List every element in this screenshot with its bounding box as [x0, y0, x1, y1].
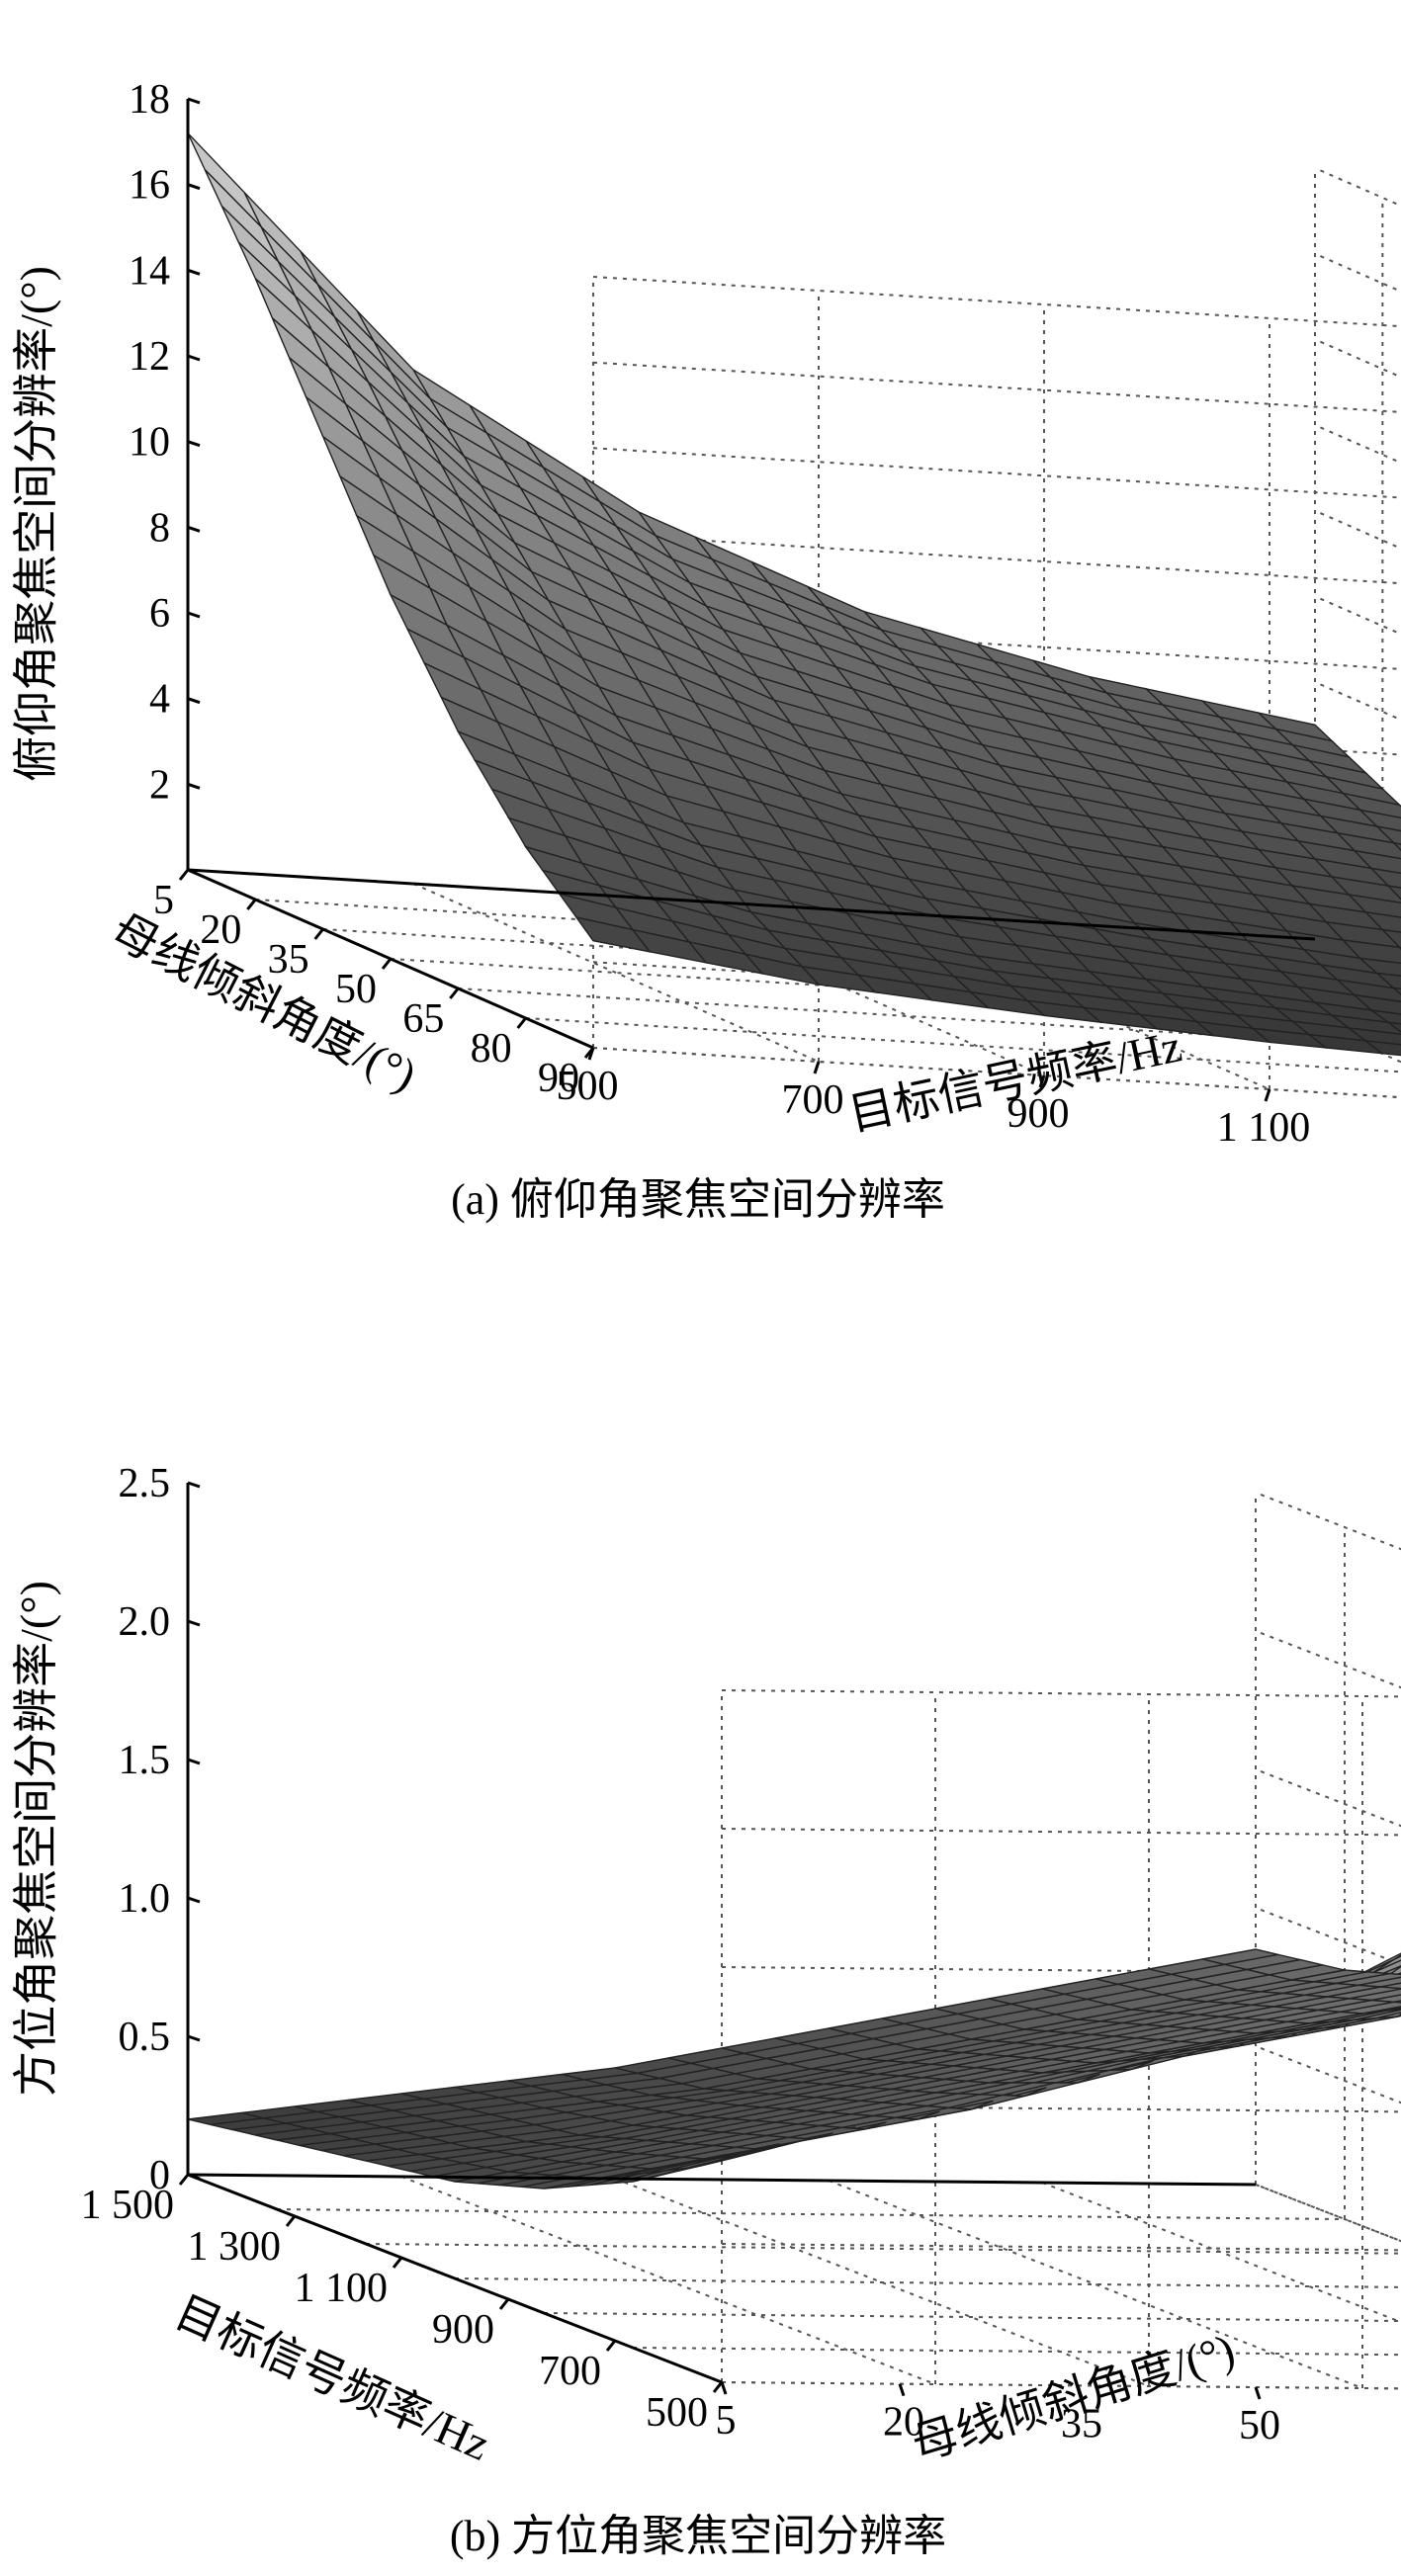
chart-b-freq-tick: 1 300	[188, 2224, 282, 2270]
chart-b-freq-tick: 700	[539, 2349, 601, 2394]
chart-b-angle-axis-label: 母线倾斜角度/(°)	[906, 2324, 1240, 2470]
chart-b-caption: (b) 方位角聚焦空间分辨率	[450, 2512, 946, 2560]
chart-b-freq-tick: 1 100	[295, 2266, 389, 2311]
chart-a-z-tick: 14	[129, 248, 170, 294]
chart-b-z-tick: 0.5	[119, 2015, 171, 2060]
chart-a-z-tick: 8	[149, 505, 170, 551]
chart-b: 2.5 2.0 1.5 1.0 0.5 0 1 500 1 300 1 100 900 700 50…	[11, 1461, 1401, 2560]
chart-b-freq-ticks: 1 500 1 300 1 100 900 700 500	[81, 2174, 724, 2436]
chart-a-z-tick: 12	[129, 334, 170, 380]
chart-a-z-tick: 2	[149, 762, 170, 808]
chart-b-grid	[187, 1492, 1401, 2390]
chart-b-angle-tick: 20	[883, 2400, 924, 2446]
chart-a-surface	[187, 132, 1401, 1057]
chart-b-z-ticks: 2.5 2.0 1.5 1.0 0.5 0	[119, 1461, 201, 2198]
chart-a-freq-tick: 1 100	[1217, 1105, 1311, 1151]
chart-b-freq-tick: 900	[432, 2307, 494, 2353]
chart-a-z-tick: 6	[149, 591, 170, 637]
chart-a-angle-tick: 5	[153, 878, 174, 923]
chart-b-z-tick: 1.0	[119, 1876, 171, 1922]
chart-b-angle-tick: 50	[1239, 2403, 1280, 2448]
chart-a-angle-tick: 35	[268, 937, 309, 983]
chart-a-z-axis-label: 俯仰角聚焦空间分辨率/(°)	[11, 266, 61, 782]
chart-a-freq-tick: 500	[557, 1064, 619, 1109]
chart-b-freq-tick: 500	[646, 2390, 708, 2436]
chart-b-angle-tick: 5	[716, 2398, 737, 2444]
chart-b-surface	[187, 1948, 1401, 2190]
chart-a-freq-tick: 700	[782, 1077, 844, 1123]
chart-a-freq-tick: 900	[1007, 1091, 1070, 1137]
chart-a-z-tick: 10	[129, 420, 170, 466]
chart-b-z-tick: 1.5	[119, 1738, 171, 1783]
chart-a-z-ticks: 18 16 14 12 10 8 6 4 2	[129, 77, 201, 808]
chart-a-z-tick: 4	[149, 677, 170, 723]
chart-b-z-tick: 0	[149, 2153, 170, 2198]
chart-b-angle-tick: 35	[1061, 2401, 1102, 2447]
chart-a-angle-tick: 65	[402, 996, 444, 1042]
chart-a-angle-tick: 80	[471, 1026, 512, 1072]
chart-a-angle-tick: 20	[200, 907, 241, 953]
chart-a: 18 16 14 12 10 8 6 4 2 5 20 35 50 65 80 90 500 700 900 1 …	[11, 77, 1401, 1224]
chart-a-z-tick: 18	[129, 77, 170, 123]
chart-a-angle-tick: 50	[335, 967, 377, 1012]
chart-b-z-tick: 2.5	[119, 1461, 171, 1506]
chart-b-z-tick: 2.0	[119, 1599, 171, 1645]
chart-a-angle-ticks: 5 20 35 50 65 80 90	[153, 869, 595, 1101]
chart-a-caption: (a) 俯仰角聚焦空间分辨率	[451, 1175, 945, 1224]
chart-b-z-axis-label: 方位角聚焦空间分辨率/(°)	[11, 1581, 61, 2097]
chart-a-angle-tick: 90	[538, 1056, 579, 1101]
chart-a-z-tick: 16	[129, 163, 170, 209]
chart-b-freq-tick: 1 500	[81, 2183, 175, 2228]
